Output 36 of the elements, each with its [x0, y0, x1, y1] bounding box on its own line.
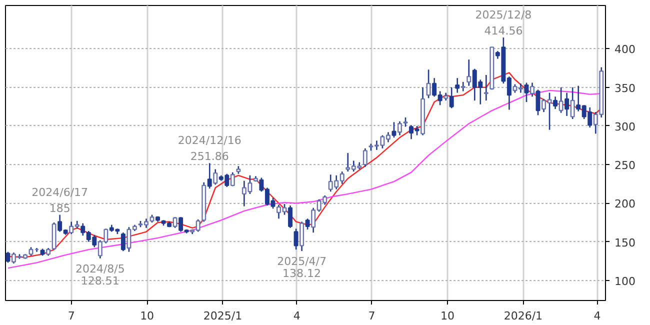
- candlestick: [362, 148, 368, 168]
- candlestick: [449, 86, 454, 109]
- candlestick: [455, 77, 460, 94]
- annotation: 2025/4/7 138.12: [277, 254, 326, 280]
- candlestick: [120, 232, 126, 252]
- y-tick-label: 300: [614, 120, 636, 134]
- candlestick: [524, 82, 529, 103]
- candlestick: [294, 228, 298, 250]
- candlestick: [6, 251, 10, 264]
- x-tick-label: 4: [594, 310, 601, 322]
- candlestick: [392, 121, 396, 138]
- y-tick-label: 350: [614, 82, 636, 95]
- candlestick: [536, 89, 540, 116]
- x-tick-label: 10: [440, 310, 454, 322]
- candlestick: [403, 116, 408, 128]
- y-tick-label: 100: [614, 274, 636, 288]
- x-tick-label: 7: [68, 310, 75, 322]
- x-tick-label: 2025/1: [203, 310, 242, 322]
- candlestick: [288, 204, 293, 229]
- y-tick-label: 250: [614, 159, 636, 172]
- candlestick: [564, 92, 570, 117]
- candlestick: [553, 96, 558, 110]
- y-tick-label: 400: [614, 43, 636, 56]
- annotation: 2024/12/16 251.86: [178, 134, 242, 164]
- x-tick-label: 7: [368, 310, 376, 322]
- candlestick: [207, 162, 212, 190]
- candlestick: [484, 74, 488, 102]
- annotation: 2024/6/17 185: [32, 186, 88, 215]
- candlestick: [305, 218, 310, 230]
- x-tick-label: 2026/1: [504, 310, 543, 322]
- annotation: 2025/12/8 414.56: [475, 8, 532, 38]
- y-tick-label: 150: [614, 236, 636, 250]
- annotation: 2024/8/5 128.51: [75, 262, 125, 288]
- y-tick-label: 200: [614, 198, 636, 211]
- x-tick-label: 4: [293, 310, 300, 322]
- x-tick-label: 10: [140, 310, 154, 322]
